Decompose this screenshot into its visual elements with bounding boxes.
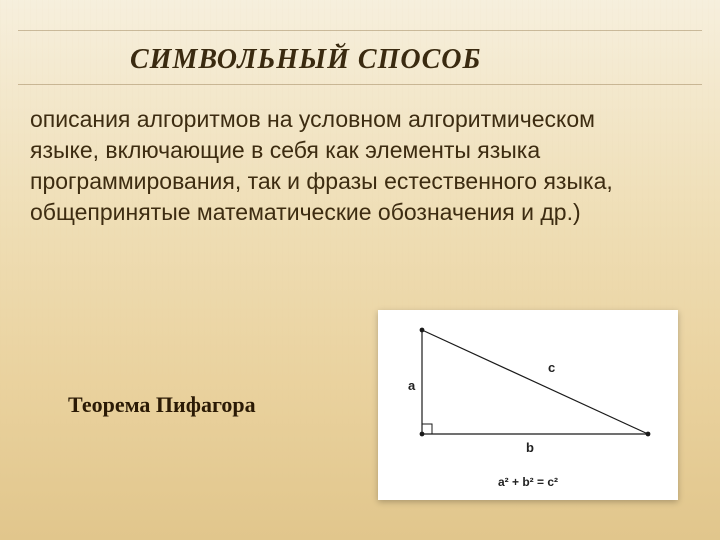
triangle-svg: a b c a² + b² = c² xyxy=(378,310,678,500)
pythagoras-equation: a² + b² = c² xyxy=(498,475,558,489)
slide-title: СИМВОЛЬНЫЙ СПОСОБ xyxy=(130,44,481,76)
body-paragraph: описания алгоритмов на условном алгоритм… xyxy=(30,104,660,228)
label-a: a xyxy=(408,378,416,393)
vertex-right-angle xyxy=(420,432,425,437)
pythagoras-figure: a b c a² + b² = c² xyxy=(378,310,678,500)
divider-top xyxy=(18,30,702,31)
theorem-label: Теорема Пифагора xyxy=(68,392,256,418)
divider-under-title xyxy=(18,84,702,85)
vertex-right xyxy=(646,432,651,437)
side-c xyxy=(422,330,648,434)
vertex-top xyxy=(420,328,425,333)
label-c: c xyxy=(548,360,555,375)
label-b: b xyxy=(526,440,534,455)
